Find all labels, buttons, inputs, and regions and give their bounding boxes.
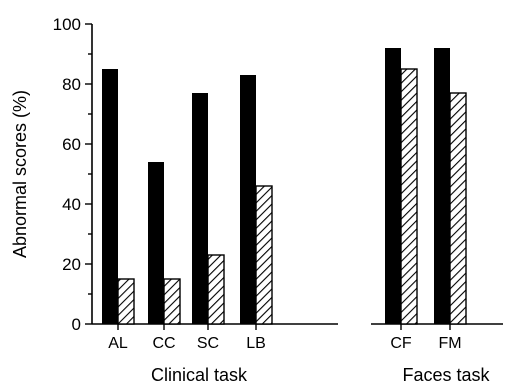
bar-hatched-cc [163, 278, 181, 325]
x-axis-label: Faces task [402, 365, 490, 385]
bar-solid-lb [240, 75, 256, 324]
x-tick-label: FM [438, 335, 461, 352]
bar-solid-cc [148, 162, 164, 324]
bar-solid-fm [434, 48, 450, 324]
bar-hatched-cf [400, 68, 418, 325]
bar-hatched-lb [255, 185, 273, 325]
y-tick-label: 80 [62, 75, 81, 94]
bar-hatched-fm [449, 92, 467, 325]
x-tick-label: AL [108, 335, 128, 352]
y-tick-label: 20 [62, 255, 81, 274]
x-tick-label: LB [246, 335, 266, 352]
y-tick-label: 40 [62, 195, 81, 214]
bar-solid-cf [385, 48, 401, 324]
x-tick-label: CC [152, 335, 175, 352]
y-tick-label: 100 [53, 15, 81, 34]
y-tick-label: 60 [62, 135, 81, 154]
bar-solid-sc [192, 93, 208, 324]
x-tick-label: SC [197, 335, 219, 352]
bar-hatched-al [117, 278, 135, 325]
y-axis-label: Abnormal scores (%) [10, 90, 30, 258]
bar-solid-al [102, 69, 118, 324]
y-tick-label: 0 [72, 315, 81, 334]
x-axis-label: Clinical task [151, 365, 248, 385]
x-tick-label: CF [390, 335, 412, 352]
bar-hatched-sc [207, 254, 225, 325]
